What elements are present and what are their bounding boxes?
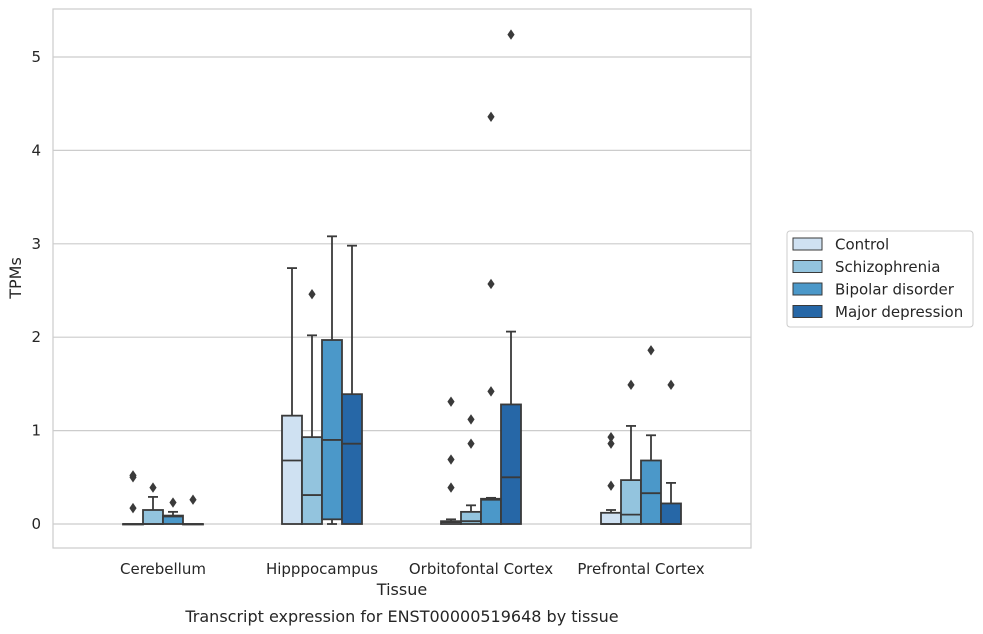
box [460, 510, 482, 525]
box [500, 403, 522, 525]
y-tick-label: 2 [31, 328, 41, 346]
legend-frame [786, 230, 974, 328]
outlier-point [447, 454, 455, 465]
box [321, 339, 343, 521]
outlier-point [189, 494, 197, 505]
outlier-point [149, 482, 157, 493]
box [301, 436, 323, 525]
outlier-point [169, 497, 177, 508]
legend-swatch [792, 282, 823, 296]
box [142, 509, 164, 525]
box [162, 514, 184, 525]
box [281, 414, 303, 525]
x-axis-label: Tissue [376, 580, 427, 599]
series-major-depression [182, 29, 682, 526]
outlier-point [607, 438, 615, 449]
series-schizophrenia [142, 289, 642, 525]
legend-label: Bipolar disorder [835, 281, 955, 299]
legend-swatch [792, 237, 823, 251]
outlier-point [308, 289, 316, 300]
legend: Control Schizophrenia Bipolar disorder Majo… [786, 230, 974, 328]
box [341, 393, 363, 525]
outlier-point [447, 482, 455, 493]
chart-caption: Transcript expression for ENST0000051964… [184, 607, 618, 626]
box [600, 511, 622, 525]
outlier-point [627, 379, 635, 391]
legend-swatch [792, 305, 823, 318]
y-tick-label: 5 [31, 48, 41, 66]
series-bipolar-disorder [162, 111, 662, 525]
y-axis-label: TPMs [6, 257, 25, 300]
legend-label: Major depression [835, 303, 963, 321]
legend-label: Control [835, 236, 889, 254]
outlier-point [487, 386, 495, 397]
outlier-point [487, 111, 495, 122]
box [660, 502, 682, 525]
outlier-point [607, 480, 615, 491]
y-tick-label: 4 [31, 141, 41, 159]
outlier-point [667, 379, 675, 391]
y-tick-label: 1 [31, 422, 41, 440]
outlier-point [607, 431, 615, 443]
x-tick-label: Orbitofontal Cortex [409, 560, 553, 578]
y-axis-ticks: 0 1 2 3 4 5 [31, 48, 41, 533]
x-axis-ticks: Cerebellum Hipppocampus Orbitofontal Corte… [120, 560, 705, 578]
series-control [122, 267, 622, 526]
x-tick-label: Prefrontal Cortex [577, 560, 704, 578]
y-tick-label: 3 [31, 235, 41, 253]
outlier-point [447, 396, 455, 407]
box [480, 497, 502, 525]
x-tick-label: Hipppocampus [266, 560, 378, 578]
y-tick-label: 0 [31, 515, 41, 533]
box [640, 459, 662, 525]
box [620, 479, 642, 525]
plot-area [122, 29, 682, 526]
legend-label: Schizophrenia [835, 258, 940, 276]
outlier-point [129, 502, 137, 514]
outlier-point [487, 278, 495, 290]
x-tick-label: Cerebellum [120, 560, 206, 578]
outlier-point [647, 345, 655, 356]
plot-frame [52, 8, 752, 549]
legend-swatch [792, 260, 823, 273]
outlier-point [467, 438, 475, 449]
outlier-point [129, 470, 137, 481]
outlier-point [467, 414, 475, 425]
outlier-point [507, 29, 515, 40]
